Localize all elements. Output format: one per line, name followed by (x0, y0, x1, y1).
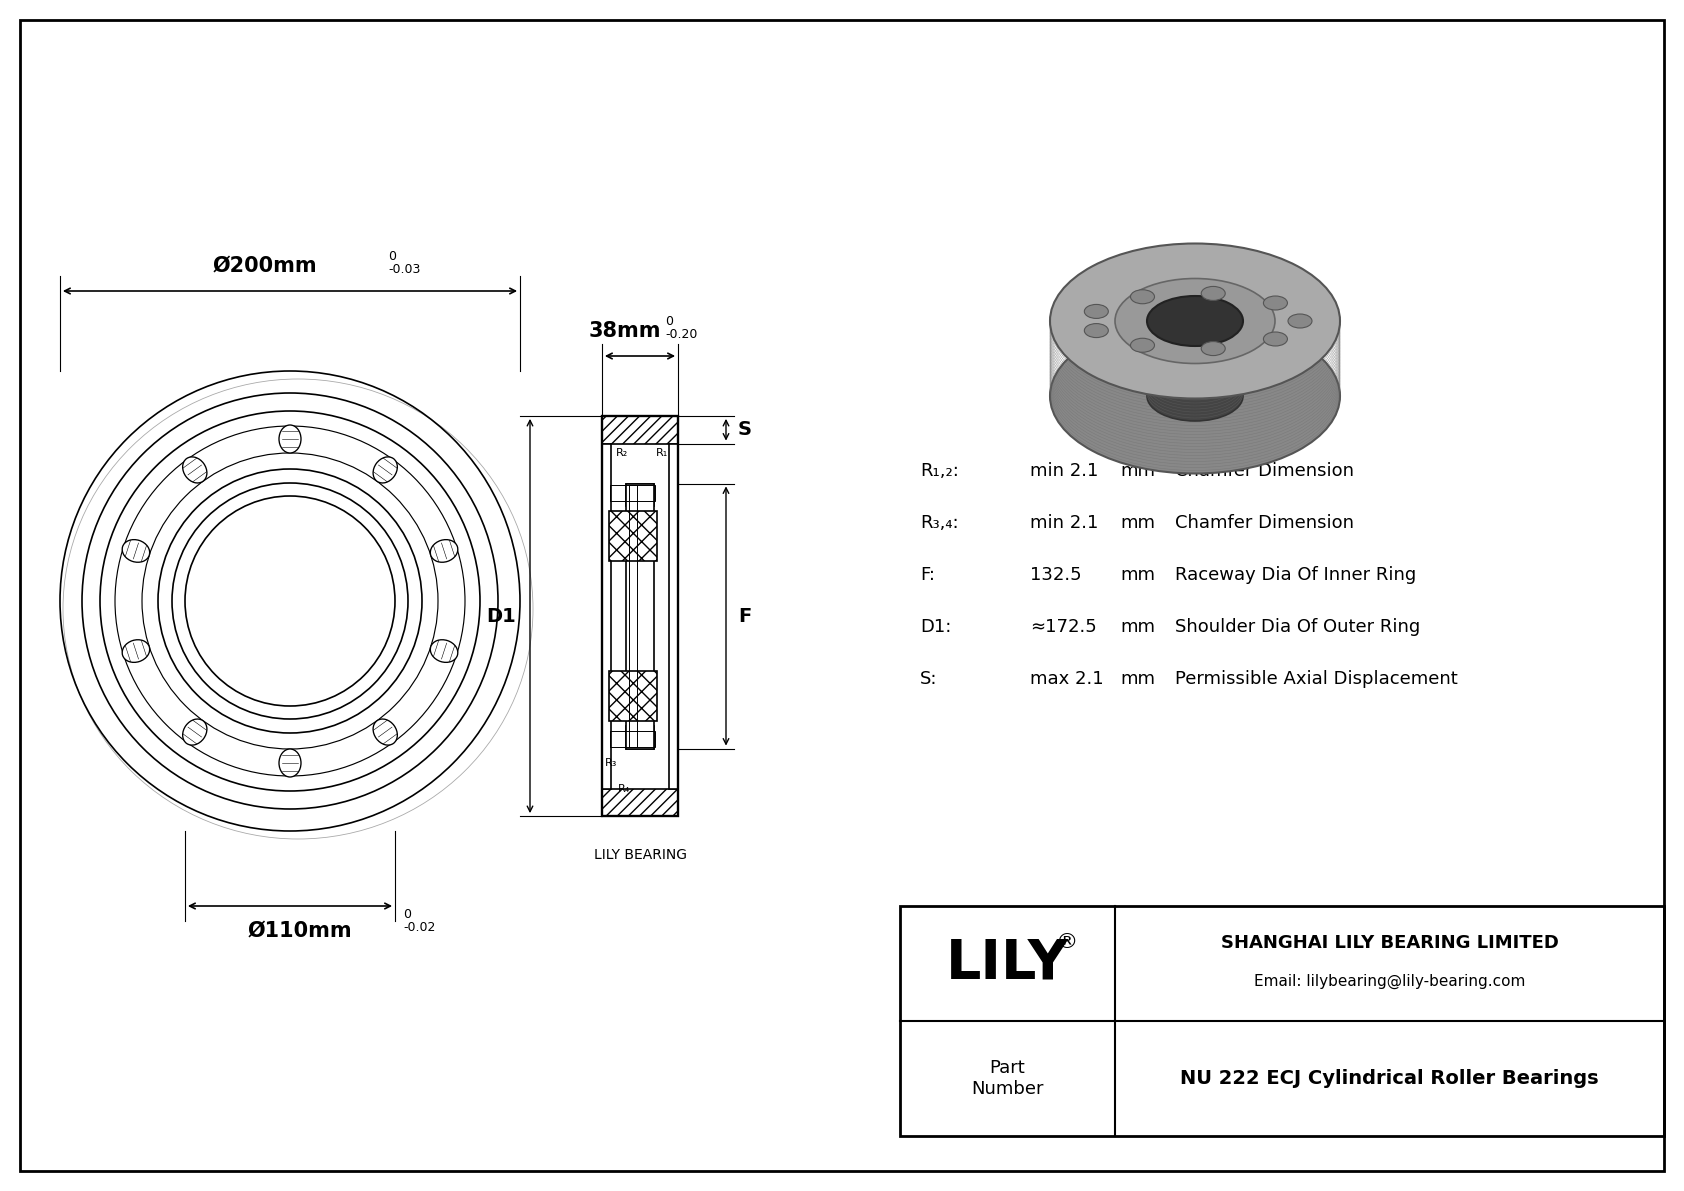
Ellipse shape (182, 457, 207, 484)
Text: 132.5: 132.5 (1031, 566, 1081, 584)
Bar (601, 416, 679, 816)
Text: -0.20: -0.20 (665, 328, 697, 341)
Text: Ø200mm: Ø200mm (212, 256, 317, 276)
Ellipse shape (1115, 279, 1275, 363)
Ellipse shape (1084, 305, 1108, 318)
Ellipse shape (1201, 286, 1226, 300)
Text: NU 222 ECJ Cylindrical Roller Bearings: NU 222 ECJ Cylindrical Roller Bearings (1180, 1070, 1598, 1089)
Text: SHANGHAI LILY BEARING LIMITED: SHANGHAI LILY BEARING LIMITED (1221, 935, 1558, 953)
Text: ®: ® (1056, 931, 1079, 952)
Text: mm: mm (1120, 515, 1155, 532)
Bar (626, 484, 653, 748)
Text: Chamfer Dimension: Chamfer Dimension (1175, 462, 1354, 480)
Ellipse shape (280, 425, 301, 453)
Ellipse shape (431, 640, 458, 662)
Text: Chamfer Dimension: Chamfer Dimension (1175, 515, 1354, 532)
Bar (601, 416, 679, 443)
Bar (626, 727, 653, 748)
Text: 38mm: 38mm (589, 322, 662, 341)
Ellipse shape (374, 719, 397, 746)
Bar (610, 671, 657, 721)
Ellipse shape (1051, 243, 1340, 399)
Ellipse shape (123, 640, 150, 662)
Ellipse shape (1147, 372, 1243, 420)
Ellipse shape (1130, 338, 1155, 353)
Bar (626, 484, 653, 506)
Ellipse shape (1084, 324, 1108, 337)
Ellipse shape (1147, 297, 1243, 347)
Text: max 2.1: max 2.1 (1031, 671, 1103, 688)
Bar (610, 671, 657, 721)
Text: Ø110mm: Ø110mm (248, 921, 352, 941)
Text: R₃,₄:: R₃,₄: (919, 515, 958, 532)
Text: mm: mm (1120, 462, 1155, 480)
Text: Shoulder Dia Of Outer Ring: Shoulder Dia Of Outer Ring (1175, 618, 1420, 636)
Text: F: F (738, 606, 751, 625)
Bar (601, 416, 679, 443)
Bar (610, 731, 655, 747)
Bar (626, 727, 653, 748)
Text: D1:: D1: (919, 618, 951, 636)
Bar (669, 443, 679, 788)
Text: LILY: LILY (946, 936, 1069, 991)
Bar (899, 906, 1664, 1136)
Ellipse shape (280, 749, 301, 777)
Text: Raceway Dia Of Inner Ring: Raceway Dia Of Inner Ring (1175, 566, 1416, 584)
Bar (610, 485, 655, 501)
Text: F:: F: (919, 566, 935, 584)
Ellipse shape (374, 457, 397, 484)
Bar (601, 788, 679, 816)
Bar (628, 485, 637, 747)
Text: Part
Number: Part Number (972, 1059, 1044, 1098)
Text: R₃: R₃ (605, 759, 618, 768)
Text: R₁: R₁ (655, 448, 669, 457)
Text: mm: mm (1120, 566, 1155, 584)
Bar (626, 484, 653, 506)
Text: R₄: R₄ (618, 785, 630, 794)
Ellipse shape (123, 540, 150, 562)
Text: 0: 0 (665, 314, 674, 328)
Text: -0.02: -0.02 (402, 921, 436, 934)
Ellipse shape (1263, 297, 1288, 310)
Bar (610, 511, 657, 561)
Text: Permissible Axial Displacement: Permissible Axial Displacement (1175, 671, 1458, 688)
Text: min 2.1: min 2.1 (1031, 462, 1098, 480)
Text: S:: S: (919, 671, 938, 688)
Ellipse shape (182, 719, 207, 746)
Ellipse shape (1288, 314, 1312, 328)
Bar (601, 788, 679, 816)
Text: min 2.1: min 2.1 (1031, 515, 1098, 532)
Text: R₂: R₂ (616, 448, 628, 457)
Ellipse shape (1051, 318, 1340, 474)
Ellipse shape (1263, 332, 1288, 347)
Text: Email: lilybearing@lily-bearing.com: Email: lilybearing@lily-bearing.com (1255, 974, 1526, 989)
Bar (601, 443, 611, 788)
Text: R₁,₂:: R₁,₂: (919, 462, 958, 480)
Bar (610, 511, 657, 561)
Text: ≈172.5: ≈172.5 (1031, 618, 1096, 636)
Text: 0: 0 (402, 908, 411, 921)
Text: LILY BEARING: LILY BEARING (593, 848, 687, 862)
Text: -0.03: -0.03 (387, 263, 421, 276)
Text: 0: 0 (387, 250, 396, 263)
Ellipse shape (1130, 289, 1155, 304)
Text: D1: D1 (487, 606, 515, 625)
Text: mm: mm (1120, 671, 1155, 688)
Text: S: S (738, 420, 753, 439)
Ellipse shape (1201, 342, 1226, 356)
Ellipse shape (431, 540, 458, 562)
Text: mm: mm (1120, 618, 1155, 636)
